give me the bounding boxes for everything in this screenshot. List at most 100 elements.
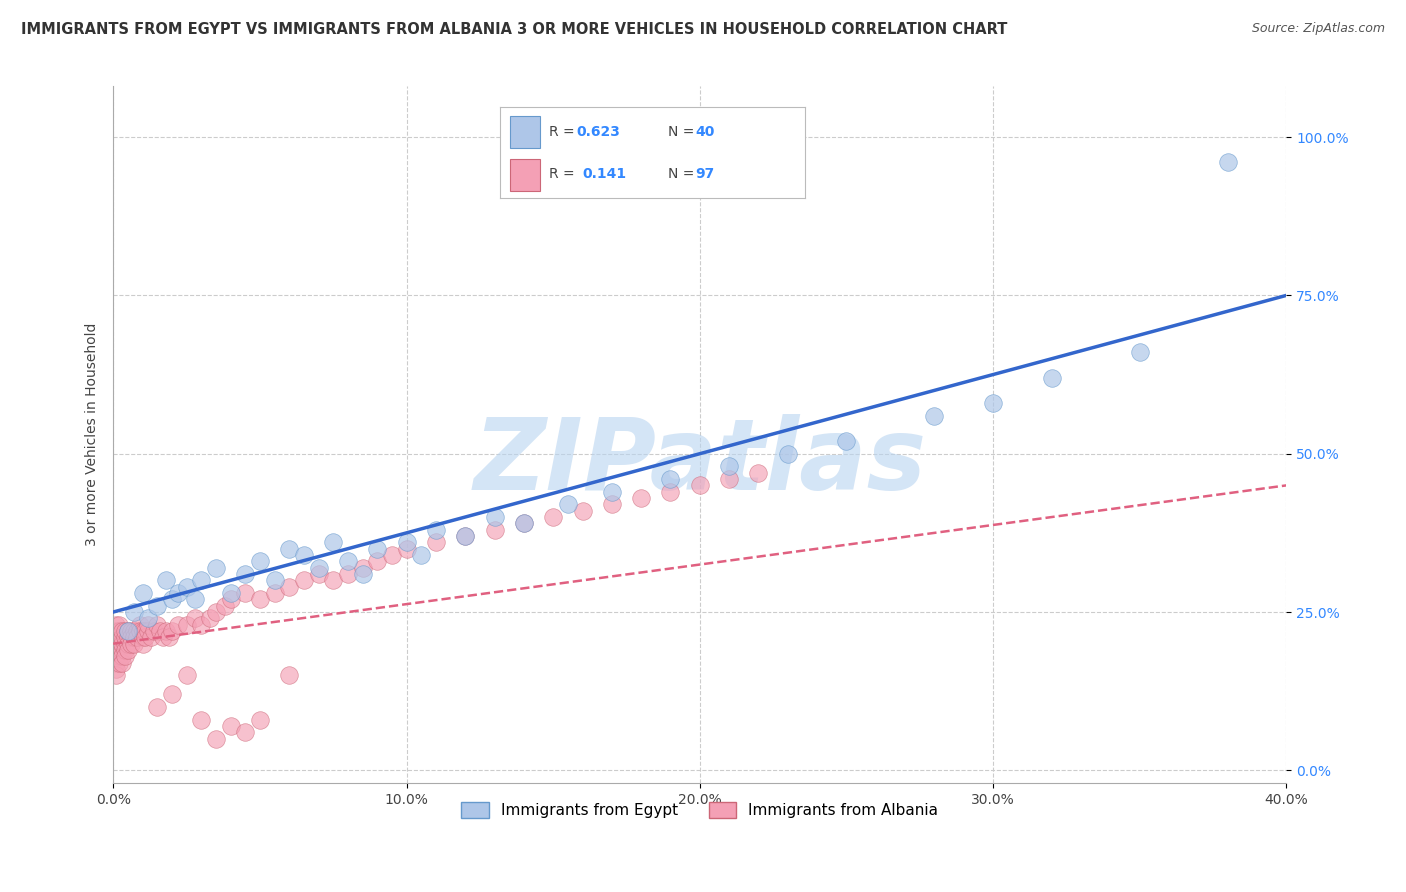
Point [131,631,153,645]
Point [1129,345,1152,359]
Point [689,478,711,492]
Point [411,548,433,562]
Point [108,656,131,670]
Point [105,637,128,651]
Point [155,624,177,638]
Point [190,617,212,632]
Point [184,611,207,625]
Point [233,725,256,739]
Point [105,649,128,664]
Point [513,516,536,531]
Point [263,586,285,600]
Point [571,504,593,518]
Point [395,535,418,549]
Point [214,599,236,613]
Point [205,605,228,619]
Point [541,510,564,524]
Point [122,624,145,638]
Point [111,637,134,651]
Point [122,605,145,619]
Point [366,541,388,556]
Point [105,631,128,645]
Point [111,649,134,664]
Point [263,574,285,588]
Point [718,459,741,474]
Point [747,466,769,480]
Point [111,631,134,645]
Point [484,510,506,524]
Point [138,624,160,638]
Point [114,624,136,638]
Point [122,637,145,651]
Point [108,624,131,638]
Point [105,662,128,676]
Point [108,617,131,632]
Point [128,624,150,638]
Point [278,541,301,556]
Point [166,617,188,632]
Point [322,574,344,588]
Point [292,574,315,588]
Text: ZIPatlas: ZIPatlas [474,414,927,511]
Text: Source: ZipAtlas.com: Source: ZipAtlas.com [1251,22,1385,36]
Point [117,637,139,651]
Point [233,586,256,600]
Point [454,529,477,543]
Point [292,548,315,562]
Point [111,624,134,638]
Point [114,643,136,657]
Point [122,631,145,645]
Point [131,624,153,638]
Point [108,643,131,657]
Point [395,541,418,556]
Point [160,687,183,701]
Text: IMMIGRANTS FROM EGYPT VS IMMIGRANTS FROM ALBANIA 3 OR MORE VEHICLES IN HOUSEHOLD: IMMIGRANTS FROM EGYPT VS IMMIGRANTS FROM… [21,22,1008,37]
Legend: Immigrants from Egypt, Immigrants from Albania: Immigrants from Egypt, Immigrants from A… [456,796,945,824]
Point [108,637,131,651]
Point [155,574,177,588]
Point [117,643,139,657]
Point [131,586,153,600]
Point [249,554,271,568]
Point [659,472,682,486]
Point [108,649,131,664]
Point [152,631,174,645]
Point [111,656,134,670]
Point [143,624,166,638]
Point [381,548,404,562]
Point [835,434,858,448]
Point [1216,155,1239,169]
Point [190,574,212,588]
Point [352,567,374,582]
Point [117,624,139,638]
Point [1040,370,1063,384]
Point [513,516,536,531]
Point [166,586,188,600]
Point [600,484,623,499]
Point [308,567,330,582]
Point [160,592,183,607]
Point [718,472,741,486]
Point [454,529,477,543]
Point [160,624,183,638]
Point [146,617,169,632]
Point [176,668,198,682]
Point [557,497,579,511]
Point [105,624,128,638]
Point [425,523,447,537]
Point [233,567,256,582]
Point [205,560,228,574]
Point [108,631,131,645]
Point [600,497,623,511]
Point [336,567,359,582]
Point [176,580,198,594]
Point [484,523,506,537]
Point [120,637,142,651]
Point [630,491,652,505]
Point [219,586,242,600]
Point [981,396,1004,410]
Point [120,624,142,638]
Point [924,409,946,423]
Point [105,656,128,670]
Point [120,631,142,645]
